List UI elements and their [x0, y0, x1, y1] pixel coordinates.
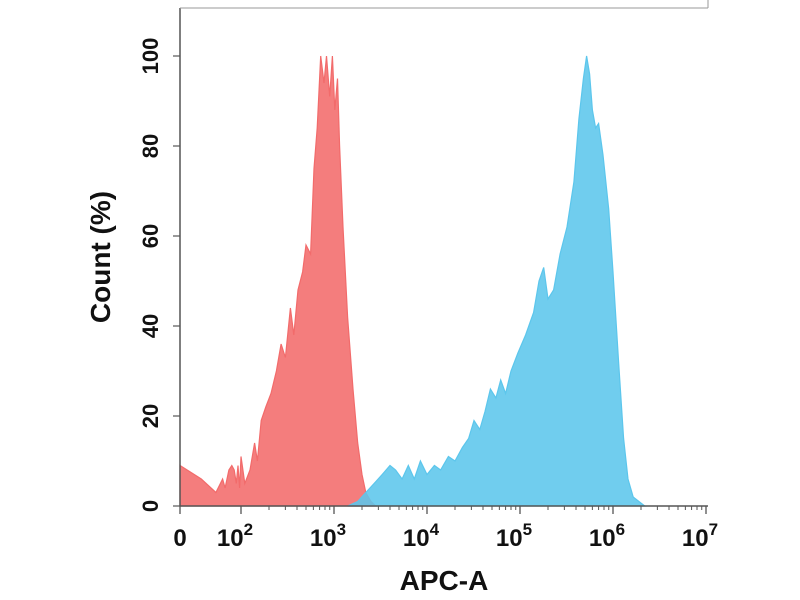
- series-2-area: [347, 55, 647, 507]
- y-axis-title: Count (%): [85, 191, 116, 323]
- y-tick-label: 40: [138, 314, 163, 338]
- x-tick-label: 103: [310, 520, 346, 552]
- y-tick-label: 80: [138, 134, 163, 158]
- histogram-areas: [179, 55, 647, 507]
- x-tick-label: 107: [682, 520, 718, 552]
- x-tick-label: 104: [403, 520, 440, 552]
- x-tick-label: 106: [589, 520, 625, 552]
- y-axis-ticks: 0 20 40 60 80 100: [138, 38, 180, 512]
- x-axis-ticks: 0 102 103 104 105 106 107: [173, 506, 718, 552]
- x-axis-title: APC-A: [400, 565, 489, 596]
- y-tick-label: 20: [138, 404, 163, 428]
- y-tick-label: 0: [138, 500, 163, 512]
- x-tick-label: 0: [173, 525, 186, 552]
- y-tick-label: 100: [138, 38, 163, 75]
- y-tick-label: 60: [138, 224, 163, 248]
- x-tick-label: 102: [217, 520, 253, 552]
- x-tick-label: 105: [496, 520, 532, 552]
- series-1-area: [179, 55, 378, 507]
- plot-frame: [179, 0, 709, 507]
